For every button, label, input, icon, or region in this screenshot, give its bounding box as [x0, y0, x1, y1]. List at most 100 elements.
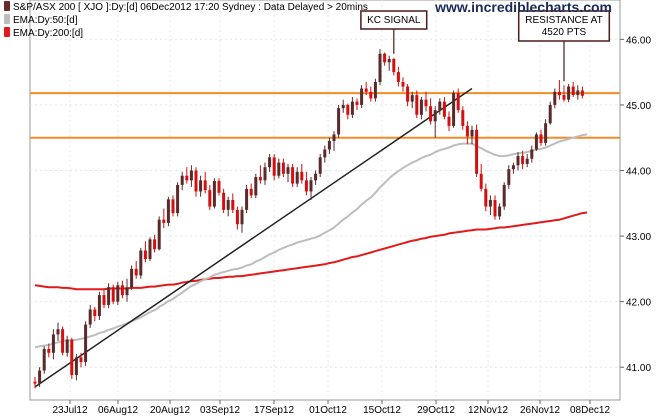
annotation-text: 4520 PTS — [542, 27, 587, 38]
candle-body — [498, 206, 502, 217]
candle — [295, 167, 299, 187]
candle-body — [130, 268, 134, 288]
candle — [171, 195, 175, 217]
candle-body — [456, 93, 460, 111]
candle-body — [433, 110, 437, 122]
candle-body — [102, 295, 106, 305]
candle — [258, 165, 262, 184]
candle-body — [97, 295, 101, 317]
candle — [424, 91, 428, 112]
candle-body — [479, 173, 483, 189]
candle-body — [346, 104, 350, 115]
candle — [553, 88, 557, 109]
candle — [93, 306, 97, 322]
candle-body — [355, 101, 359, 105]
candle-body — [470, 129, 474, 137]
x-tick-label: 12Nov12 — [468, 405, 508, 416]
candle — [544, 119, 548, 146]
candle-body — [567, 86, 571, 100]
candle-body — [47, 348, 51, 353]
candle — [373, 78, 377, 102]
candle-body — [304, 180, 308, 192]
annotation: KC SIGNAL — [360, 10, 428, 54]
candle-body — [548, 104, 552, 124]
candle — [143, 241, 147, 263]
candle — [493, 195, 497, 220]
candle-body — [263, 167, 267, 181]
candle — [281, 158, 285, 178]
candle — [447, 111, 451, 132]
candle-body — [185, 175, 189, 181]
candle — [157, 216, 161, 251]
candle-body — [171, 199, 175, 214]
candle-body — [231, 200, 235, 210]
candle — [153, 234, 157, 253]
candle — [488, 195, 492, 216]
candle-body — [360, 88, 364, 105]
candle — [111, 284, 115, 305]
candle-body — [74, 357, 78, 376]
candle — [300, 163, 304, 184]
candle-body — [180, 175, 184, 185]
legend-label: EMA:Dy:50:[d] — [13, 15, 78, 26]
candle — [217, 178, 221, 196]
candle-body — [217, 180, 221, 193]
candle — [511, 162, 515, 174]
candle-body — [139, 250, 143, 276]
grid-lines — [30, 0, 620, 400]
candle — [116, 281, 120, 305]
candle — [199, 175, 203, 197]
candle — [406, 83, 410, 107]
candle-body — [383, 53, 387, 63]
annotation-text: KC SIGNAL — [367, 15, 421, 26]
candle-body — [51, 334, 55, 353]
candle — [74, 354, 78, 381]
candle-body — [442, 101, 446, 117]
candle — [323, 145, 327, 163]
candle — [557, 80, 561, 100]
candle-body — [300, 171, 304, 181]
y-tick-label: 44.00 — [626, 166, 651, 177]
candle — [360, 85, 364, 109]
candle-body — [143, 250, 147, 260]
candle-body — [507, 169, 511, 185]
candle — [309, 177, 313, 200]
candle — [548, 101, 552, 125]
candle-body — [378, 53, 382, 82]
candle-body — [157, 219, 161, 250]
candle-body — [332, 134, 336, 141]
candle — [387, 55, 391, 71]
x-tick-label: 29Oct12 — [417, 405, 455, 416]
candle — [212, 178, 216, 209]
candles-group — [33, 49, 584, 389]
candle-body — [521, 156, 525, 164]
candle — [507, 165, 511, 189]
candle — [396, 66, 400, 87]
y-tick-label: 46.00 — [626, 35, 651, 46]
candle — [337, 104, 341, 138]
legend: S&P/ASX 200 [ XJO ]:Dy:[d] 06Dec2012 17:… — [4, 1, 368, 39]
candle — [562, 85, 566, 102]
candle — [125, 278, 129, 302]
y-tick-label: 42.00 — [626, 298, 651, 309]
candle-body — [176, 184, 180, 214]
candle-body — [189, 170, 193, 181]
candle-body — [571, 86, 575, 96]
candle-body — [166, 199, 170, 223]
candle-body — [429, 106, 433, 122]
candle — [521, 150, 525, 170]
candle-body — [120, 285, 124, 296]
candle-body — [461, 110, 465, 126]
candle — [120, 280, 124, 299]
candle-body — [199, 180, 203, 192]
candle — [525, 154, 529, 168]
candle — [203, 171, 207, 194]
candle-body — [447, 116, 451, 126]
candle-body — [42, 348, 46, 371]
candle — [166, 196, 170, 227]
candle-body — [544, 123, 548, 143]
candle — [456, 88, 460, 113]
candle-body — [410, 95, 414, 102]
candle-body — [364, 88, 368, 92]
